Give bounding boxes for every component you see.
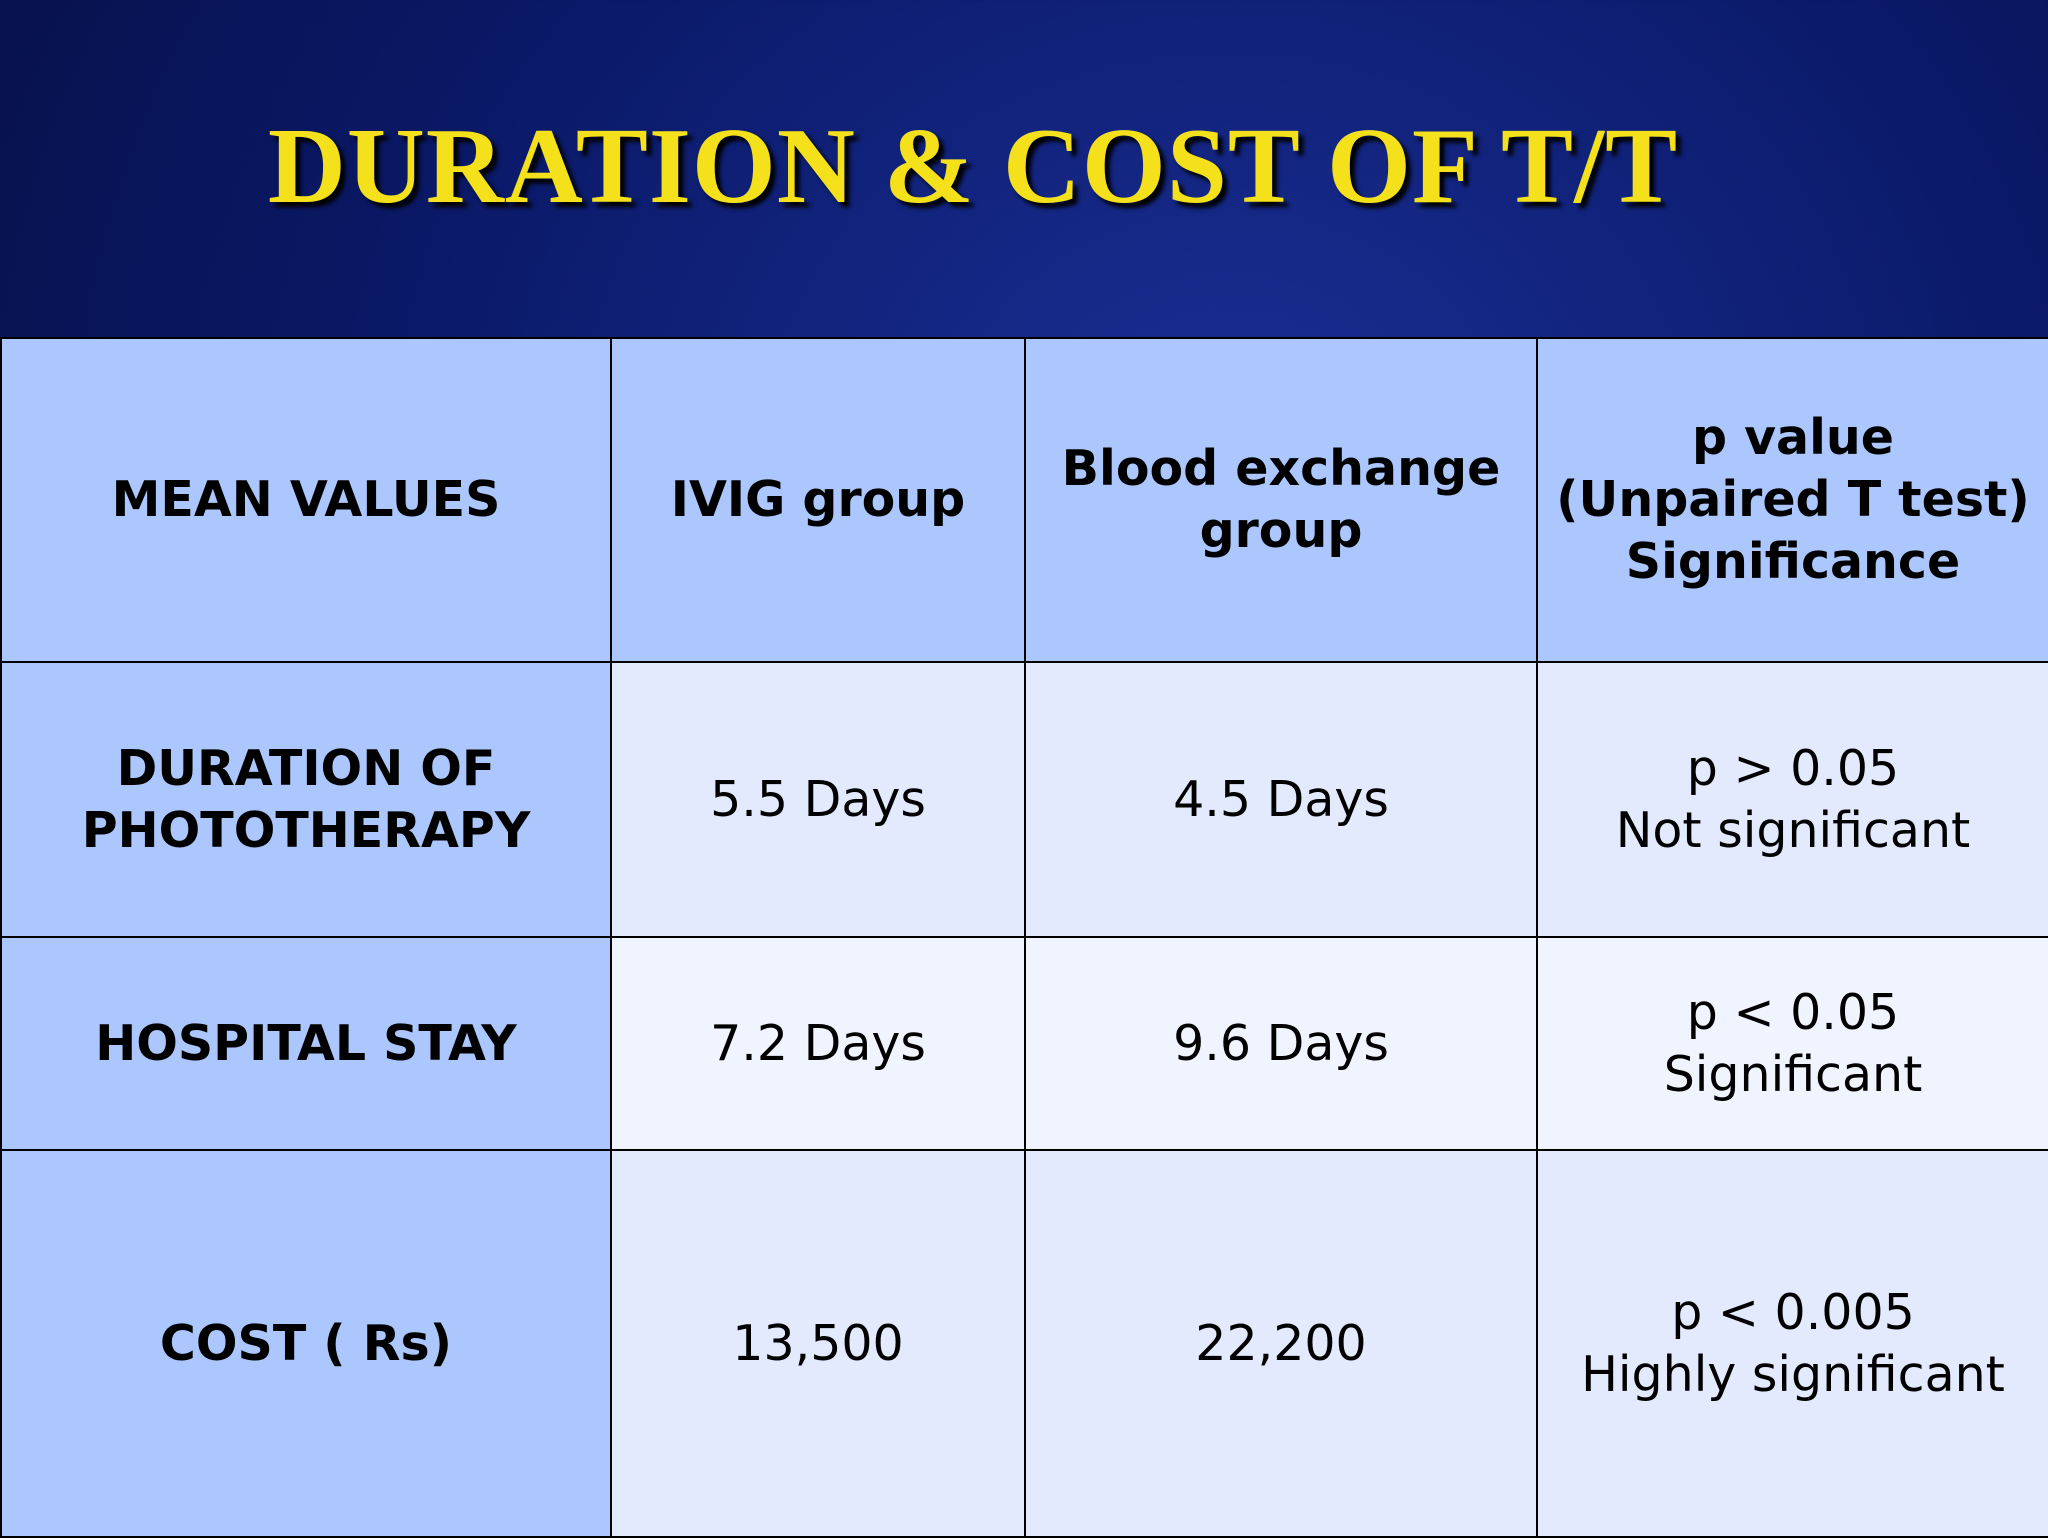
cell-text: DURATION OF [116, 739, 496, 797]
header-cell: MEAN VALUES [0, 337, 612, 663]
cell-text: HOSPITAL STAY [95, 1014, 517, 1072]
row-label: COST ( Rs) [0, 1149, 612, 1538]
header-cell: Blood exchange group [1024, 337, 1538, 663]
cell-text: Highly significant [1581, 1345, 2005, 1403]
cell-text: Not significant [1615, 801, 1971, 859]
cell-text: p < 0.005 [1671, 1283, 1915, 1341]
cell-text: p value [1691, 409, 1895, 466]
table-cell: 13,500 [610, 1149, 1026, 1538]
table-cell: 5.5 Days [610, 661, 1026, 938]
table-cell: 22,200 [1024, 1149, 1538, 1538]
cell-text: MEAN VALUES [111, 471, 501, 528]
data-table: MEAN VALUES IVIG group Blood exchange group… [0, 337, 2048, 1538]
slide-title: DURATION & COST OF T/T [267, 107, 1679, 226]
cell-text: (Unpaired T test) [1556, 471, 2030, 528]
table-cell: 4.5 Days [1024, 661, 1538, 938]
table-cell: 9.6 Days [1024, 936, 1538, 1151]
cell-text: 4.5 Days [1173, 770, 1389, 828]
table-cell: p < 0.005 Highly significant [1536, 1149, 2048, 1538]
table-cell: 7.2 Days [610, 936, 1026, 1151]
table-cell: p > 0.05 Not significant [1536, 661, 2048, 938]
cell-text: 22,200 [1195, 1314, 1367, 1372]
cell-text: Significance [1625, 533, 1961, 590]
header-row: MEAN VALUES IVIG group Blood exchange group… [0, 337, 2048, 663]
cell-text: Significant [1663, 1045, 1923, 1103]
row-label: HOSPITAL STAY [0, 936, 612, 1151]
header-cell: p value (Unpaired T test) Significance [1536, 337, 2048, 663]
table-row: HOSPITAL STAY 7.2 Days 9.6 Days p < 0.05 Sig… [0, 936, 2048, 1151]
cell-text: p < 0.05 [1686, 983, 1900, 1041]
cell-text: COST ( Rs) [159, 1314, 453, 1372]
cell-text: 9.6 Days [1173, 1014, 1389, 1072]
row-label: DURATION OF PHOTOTHERAPY [0, 661, 612, 938]
cell-text: 7.2 Days [710, 1014, 926, 1072]
table-row: COST ( Rs) 13,500 22,200 p < 0.005 Highly si… [0, 1149, 2048, 1538]
cell-text: 5.5 Days [710, 770, 926, 828]
table-row: DURATION OF PHOTOTHERAPY 5.5 Days 4.5 Days p… [0, 661, 2048, 938]
header-cell: IVIG group [610, 337, 1026, 663]
cell-text: Blood exchange [1061, 440, 1501, 497]
cell-text: group [1199, 502, 1363, 559]
cell-text: IVIG group [670, 471, 966, 528]
table-cell: p < 0.05 Significant [1536, 936, 2048, 1151]
cell-text: PHOTOTHERAPY [81, 801, 531, 859]
cell-text: 13,500 [732, 1314, 904, 1372]
cell-text: p > 0.05 [1686, 739, 1900, 797]
